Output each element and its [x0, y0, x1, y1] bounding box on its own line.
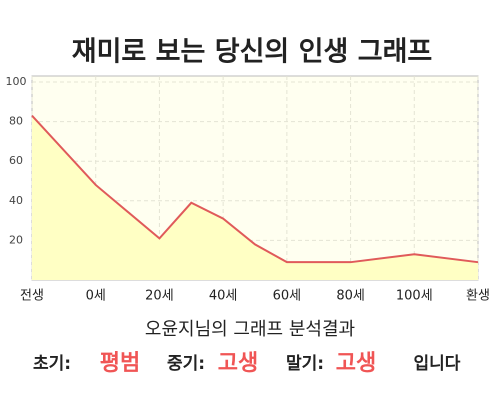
- y-tick-label: 100: [6, 75, 27, 88]
- x-tick-label: 80세: [336, 289, 365, 304]
- chart-title: 재미로 보는 당신의 인생 그래프: [72, 37, 433, 68]
- area: [32, 115, 478, 280]
- result-label: 중기:: [167, 354, 205, 374]
- result-heading: 오윤지님의 그래프 분석결과: [145, 319, 355, 340]
- x-tick-label: 40세: [209, 289, 238, 304]
- y-tick-label: 80: [9, 115, 23, 128]
- result-grade: 평범: [100, 351, 140, 376]
- y-tick-label: 20: [9, 233, 23, 246]
- x-tick-label: 100세: [396, 289, 433, 304]
- x-tick-label: 20세: [145, 289, 174, 304]
- y-tick-label: 40: [9, 194, 23, 207]
- result-grade: 고생: [218, 351, 258, 376]
- x-tick-label: 전생: [20, 289, 44, 304]
- x-tick-label: 환생: [466, 289, 490, 304]
- x-tick-label: 60세: [273, 289, 302, 304]
- result-grade: 고생: [336, 351, 376, 376]
- result-label: 말기:: [286, 353, 324, 374]
- result-label: 입니다: [414, 354, 461, 374]
- y-tick-label: 60: [9, 154, 23, 167]
- line: [31, 114, 479, 264]
- x-tick-label: 0세: [86, 289, 106, 304]
- result-label: 초기:: [33, 354, 71, 374]
